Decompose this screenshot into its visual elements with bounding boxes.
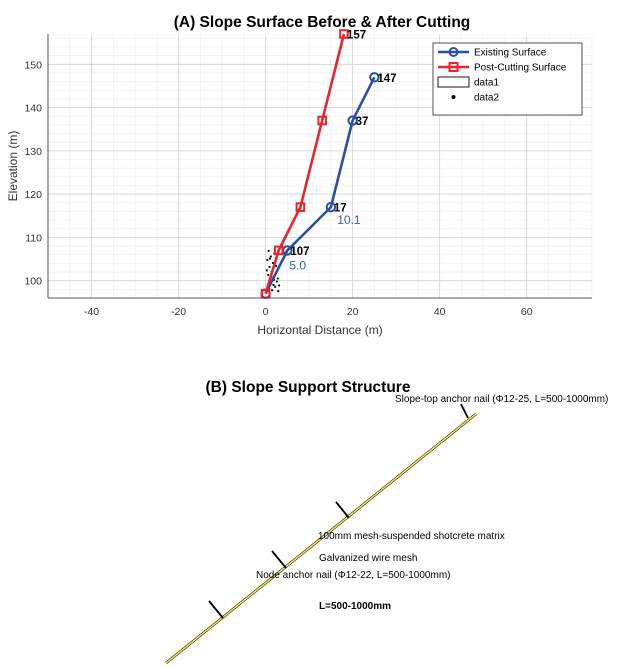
y-tick-label: 150 xyxy=(24,59,42,71)
anchor-nail-3 xyxy=(271,550,287,569)
point-label: 17 xyxy=(334,203,347,215)
anchor-nail-top xyxy=(460,403,469,419)
marker-post-cutting xyxy=(317,115,327,126)
point-label: 157 xyxy=(347,30,366,42)
x-tick-label: 60 xyxy=(521,306,533,318)
data2-point xyxy=(265,269,269,272)
legend-label-post: Post-Cutting Surface xyxy=(474,63,567,74)
data2-point xyxy=(275,280,279,283)
x-tick-label: 20 xyxy=(347,306,359,318)
x-tick-label: 0 xyxy=(263,306,269,318)
legend-label-existing: Existing Surface xyxy=(474,48,547,59)
data2-point xyxy=(274,285,277,288)
marker-existing xyxy=(347,115,358,126)
label-node-nail: Node anchor nail (Φ12-22, L=500-1000mm) xyxy=(256,570,450,581)
data2-point xyxy=(267,273,270,277)
y-tick-label: 110 xyxy=(25,232,42,244)
series-line-post-cutting xyxy=(264,33,346,295)
point-label: 107 xyxy=(290,246,309,258)
marker-post-cutting xyxy=(339,29,349,39)
legend-marker-data2 xyxy=(451,95,456,99)
x-tick-label: -20 xyxy=(171,306,186,318)
data2-point xyxy=(266,258,269,262)
chart-a-x-label: Horizontal Distance (m) xyxy=(257,323,382,337)
legend-label-data1: data1 xyxy=(474,78,499,89)
chart-a-legend: Existing Surface Post-Cutting Surface da… xyxy=(432,42,583,116)
chart-a: (A) Slope Surface Before & After Cutting… xyxy=(6,14,593,337)
diagram-b: (B) Slope Support Structure Slope-top an… xyxy=(165,379,608,665)
data2-point xyxy=(277,289,280,293)
point-label: 37 xyxy=(356,116,369,128)
data2-point xyxy=(269,255,272,258)
legend-label-data2: data2 xyxy=(474,93,499,104)
legend-patch-data1 xyxy=(437,76,470,88)
marker-post-cutting xyxy=(295,202,306,212)
series-line-existing xyxy=(264,76,376,295)
chart-a-title: (A) Slope Surface Before & After Cutting xyxy=(174,14,471,31)
label-shotcrete: 100mm mesh-suspended shotcrete matrix xyxy=(318,531,505,542)
marker-existing xyxy=(325,201,337,213)
chart-a-x-ticks: -40 -20 0 20 40 60 xyxy=(84,306,533,318)
marker-post-cutting xyxy=(260,288,271,299)
data2-point xyxy=(277,284,281,287)
chart-a-y-label: Elevation (m) xyxy=(6,131,20,202)
data2-point xyxy=(272,283,275,287)
chart-a-series xyxy=(260,29,380,299)
wire-mesh-line xyxy=(165,413,477,664)
data2-point xyxy=(271,289,274,292)
label-wire-mesh: Galvanized wire mesh xyxy=(319,553,417,564)
y-tick-label: 120 xyxy=(24,189,42,201)
y-tick-label: 100 xyxy=(24,276,42,288)
diagram-b-title: (B) Slope Support Structure xyxy=(206,379,411,396)
anchor-nail-2 xyxy=(335,501,350,519)
x-tick-label: 40 xyxy=(434,306,446,318)
data2-point xyxy=(267,249,270,252)
data2-point xyxy=(268,265,271,268)
anchor-nail-4 xyxy=(208,600,224,619)
chart-a-y-ticks: 100 110 120 130 140 150 xyxy=(24,59,42,287)
label-top-nail: Slope-top anchor nail (Φ12-25, L=500-100… xyxy=(395,394,608,405)
y-tick-label: 130 xyxy=(24,146,42,158)
data2-point xyxy=(268,257,272,260)
data2-point xyxy=(274,264,278,268)
marker-post-cutting xyxy=(273,245,284,256)
chart-a-point-labels: 157 147 37 17 107 10.1 5.0 xyxy=(289,30,396,273)
marker-existing xyxy=(369,72,380,83)
y-tick-label: 140 xyxy=(24,103,42,115)
legend-box xyxy=(432,42,583,116)
legend-marker-post xyxy=(448,62,459,72)
legend-marker-existing xyxy=(448,47,459,57)
label-length: L=500-1000mm xyxy=(319,601,391,612)
offset-label: 10.1 xyxy=(337,213,361,227)
point-label: 147 xyxy=(377,73,396,85)
data2-point xyxy=(276,277,279,280)
offset-label: 5.0 xyxy=(289,259,306,273)
x-tick-label: -40 xyxy=(84,306,99,318)
